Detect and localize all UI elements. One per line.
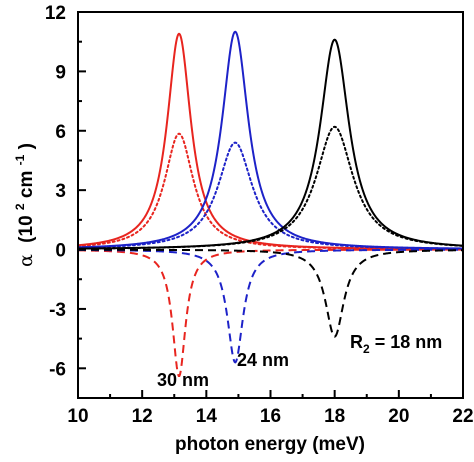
y-axis-unit-cm: cm [16,171,37,198]
y-axis-symbol: α [15,254,37,267]
y-axis-label: α (10 2 cm -1 ) [8,143,37,267]
series-line-dotted-4 [77,141,464,250]
y-tick-label: 0 [55,241,66,262]
series-line-dashed-8 [77,248,464,338]
y-tick-label: 9 [55,62,66,83]
x-tick-label: 18 [324,406,345,427]
x-tick-label: 14 [196,406,218,427]
y-axis-unit-suffix: ) [16,143,37,149]
y-tick-label: -3 [49,300,66,321]
annotation-24nm: 24 nm [237,350,289,370]
ticks: 10 12 14 16 18 20 22 -6 -3 0 3 6 9 12 [45,3,474,427]
y-tick-label: -6 [49,359,66,380]
series-line-solid-0 [77,32,463,250]
series-line-solid-6 [78,38,464,250]
x-tick-label: 10 [67,406,88,427]
y-axis-unit-exp: 2 [13,203,27,210]
y-tick-label: 6 [55,122,66,143]
x-tick-label: 22 [452,406,473,427]
annotation-r2-rest: = 18 nm [370,332,443,352]
x-tick-label: 12 [132,406,153,427]
series-line-dotted-1 [77,132,464,251]
series-line-dotted-7 [77,125,464,250]
x-tick-label: 20 [388,406,409,427]
y-axis-unit-prefix: (10 [16,215,37,242]
annotation-r2-main: R [350,332,363,352]
series-line-solid-3 [77,30,463,250]
annotation-r2: R2 = 18 nm [350,332,442,356]
annotation-30nm: 30 nm [157,370,209,390]
curves [77,30,464,378]
series-line-dashed-5 [78,248,463,364]
y-axis-unit-exp2: -1 [13,154,27,165]
annotation-r2-sub: 2 [363,342,370,356]
x-axis-label: photon energy (meV) [175,434,365,455]
y-tick-label: 3 [55,181,66,202]
x-tick-label: 16 [260,406,281,427]
y-tick-label: 12 [45,3,66,24]
